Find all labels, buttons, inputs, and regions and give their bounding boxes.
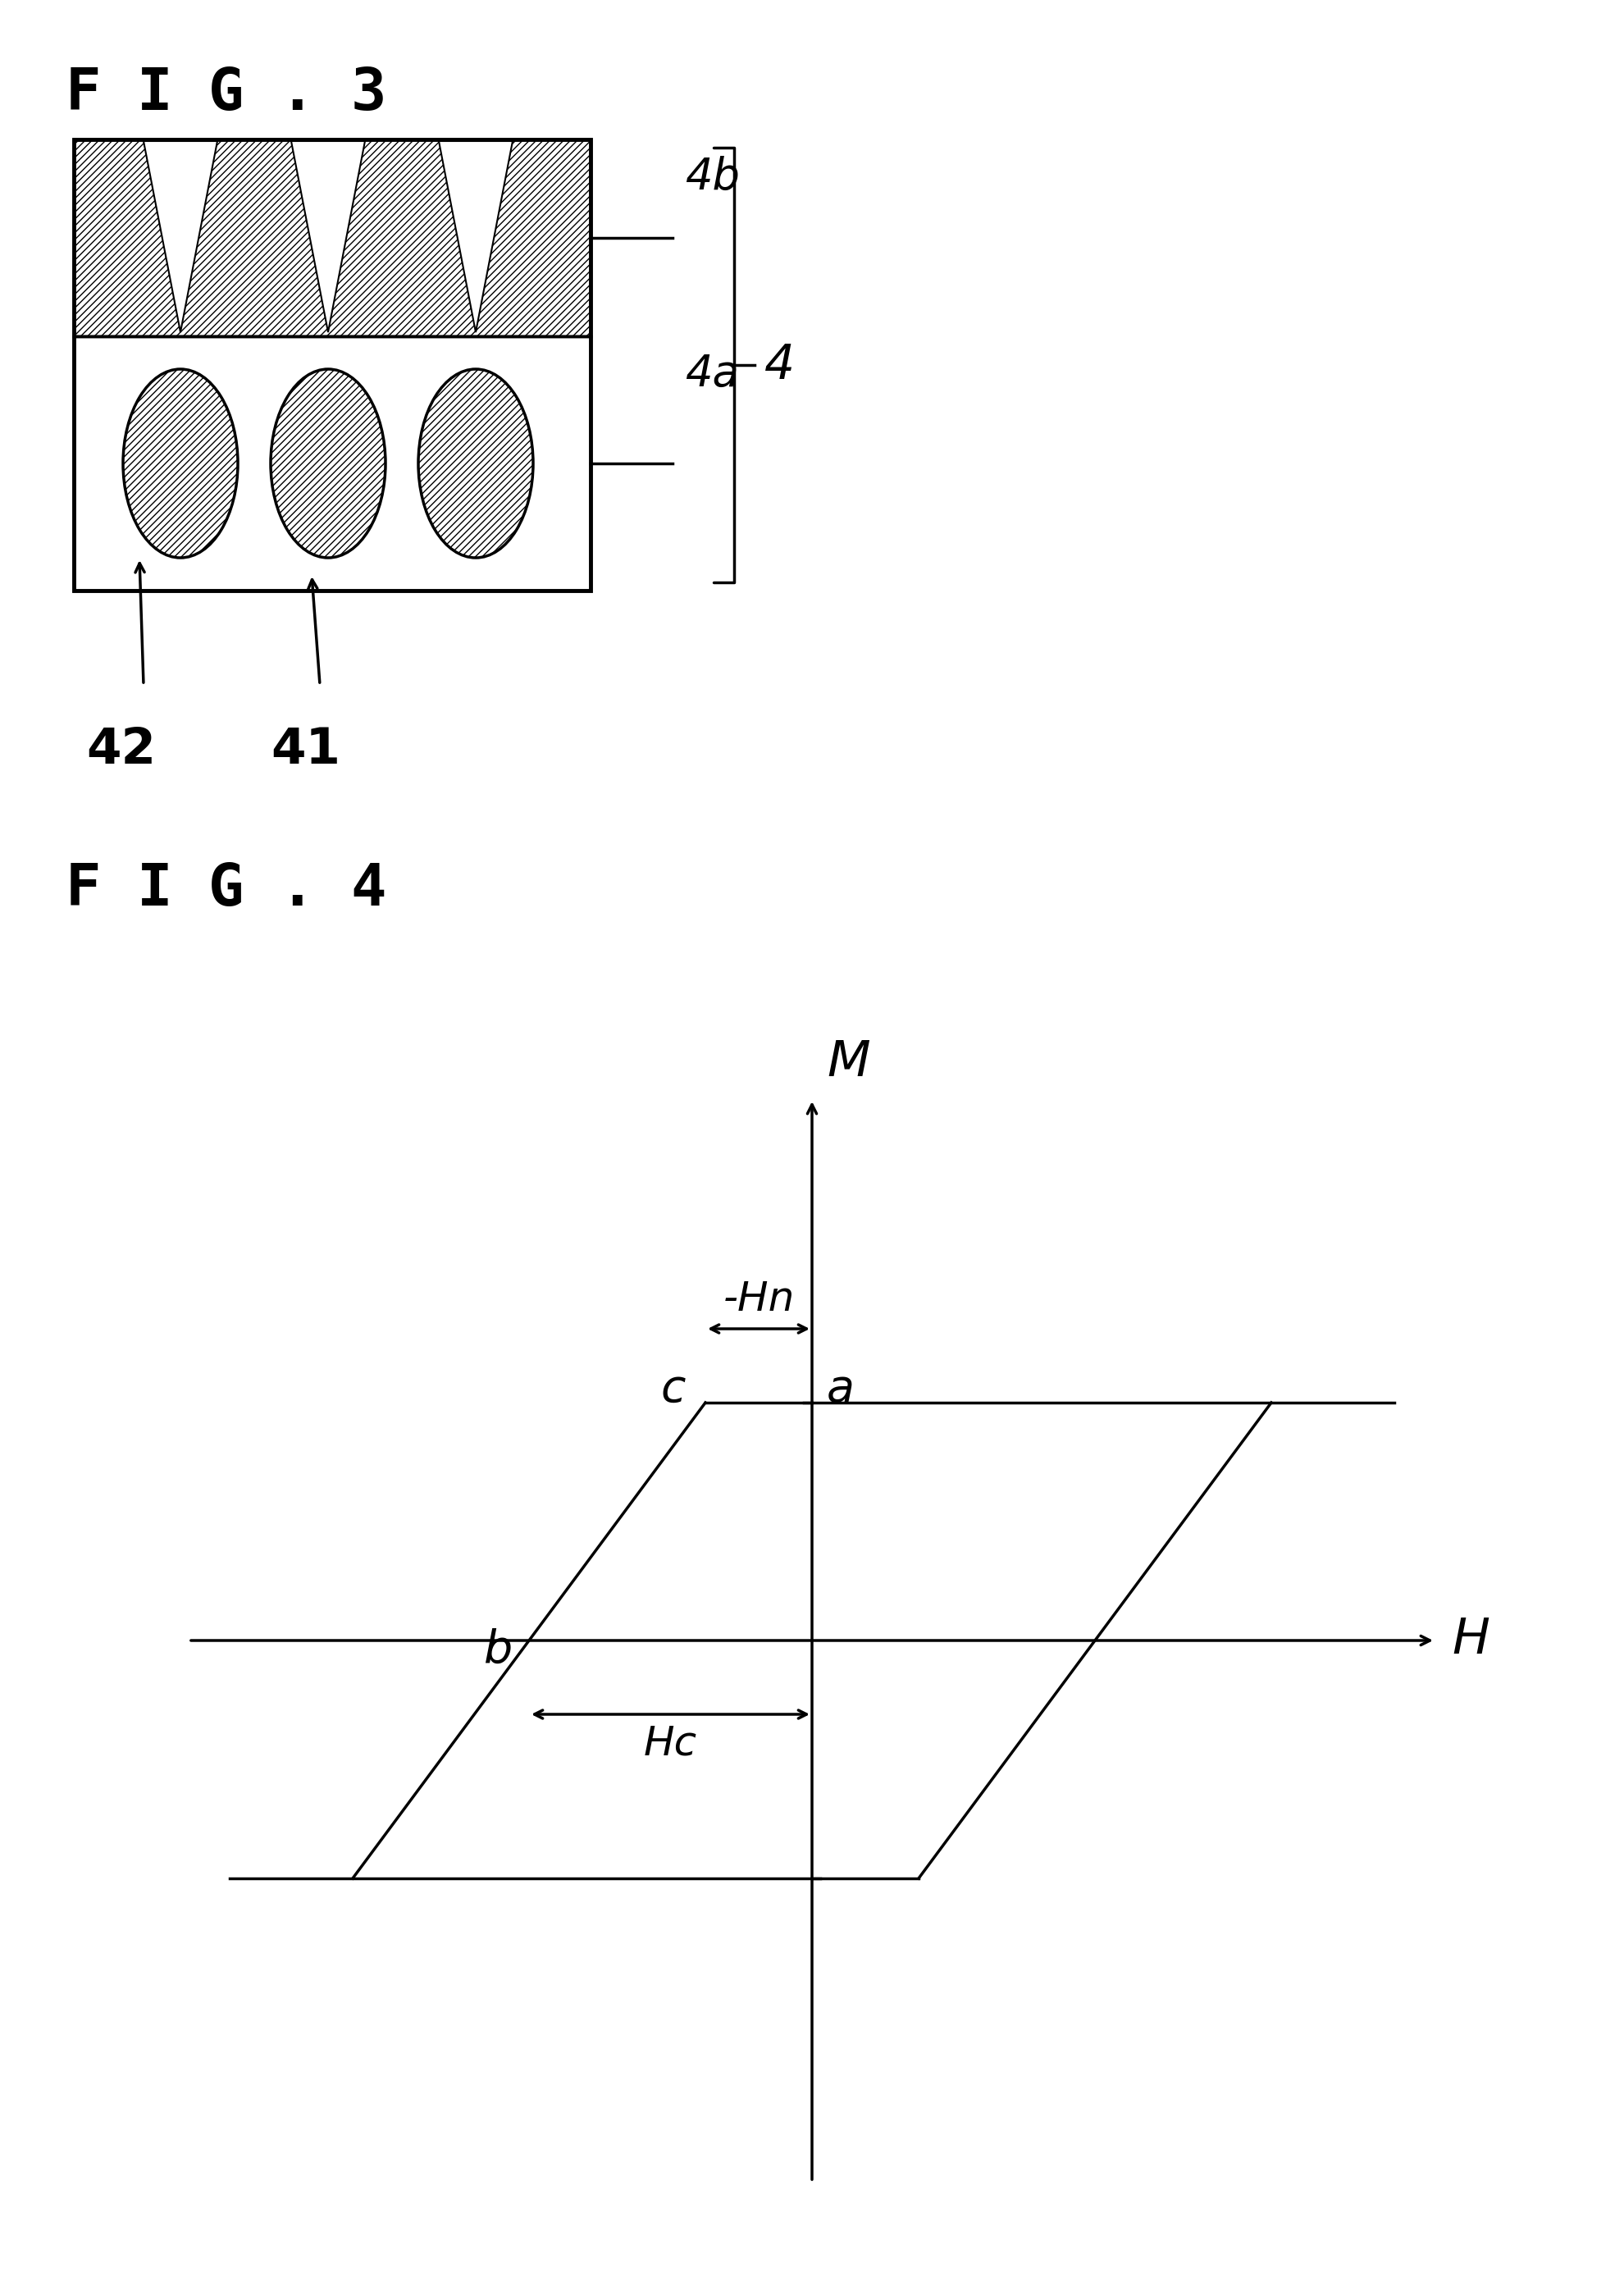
Polygon shape [143, 141, 218, 332]
Text: b: b [484, 1628, 513, 1671]
Text: 42: 42 [86, 726, 156, 774]
Bar [73, 139, 591, 337]
Text: a: a [827, 1368, 854, 1412]
Bar [73, 139, 591, 590]
Ellipse shape [123, 369, 237, 558]
Text: 4b: 4b [685, 155, 741, 198]
Ellipse shape [271, 369, 385, 558]
Bar [73, 337, 591, 590]
Text: M: M [827, 1038, 870, 1086]
Polygon shape [291, 141, 365, 332]
Text: 41: 41 [271, 726, 341, 774]
Text: H: H [1452, 1617, 1489, 1664]
Text: F I G . 4: F I G . 4 [65, 861, 387, 918]
Text: 4a: 4a [685, 353, 739, 396]
Text: F I G . 3: F I G . 3 [65, 66, 387, 123]
Text: Hc: Hc [643, 1724, 697, 1762]
Text: c: c [661, 1368, 685, 1412]
Text: -Hn: -Hn [723, 1280, 794, 1318]
Ellipse shape [419, 369, 533, 558]
Text: 4: 4 [765, 342, 794, 389]
Polygon shape [438, 141, 513, 332]
